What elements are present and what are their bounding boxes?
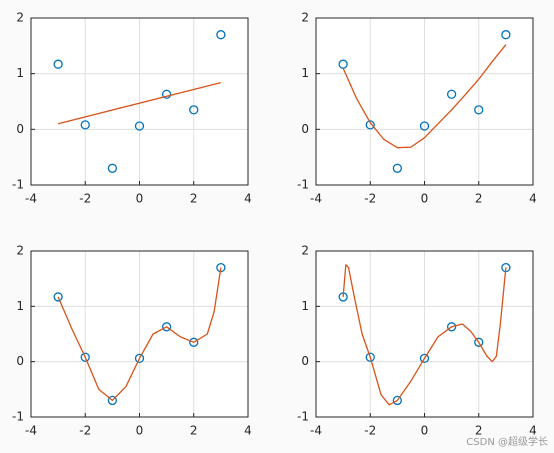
- data-point: [134, 353, 145, 363]
- x-tick-label: -4: [310, 424, 322, 438]
- x-tick-label: 0: [136, 424, 144, 438]
- watermark: CSDN @超级学长: [466, 435, 548, 448]
- data-point: [474, 105, 484, 115]
- y-tick-label: 1: [301, 299, 309, 313]
- x-tick-label: 2: [190, 192, 198, 206]
- axes-box: [30, 250, 249, 418]
- data-point: [107, 163, 118, 173]
- x-tick-label: -2: [364, 424, 376, 438]
- x-tick-label: 4: [529, 192, 537, 206]
- data-point: [107, 395, 118, 406]
- data-point: [161, 322, 172, 332]
- fit-curve: [342, 44, 507, 149]
- y-tick-label: 0: [16, 354, 24, 368]
- data-point: [365, 352, 375, 362]
- x-tick-label: -4: [25, 192, 37, 206]
- y-tick-label: 2: [16, 244, 24, 258]
- axes-box: [315, 250, 534, 418]
- data-point: [474, 337, 484, 347]
- x-tick-label: -2: [364, 192, 376, 206]
- y-tick-label: -1: [12, 410, 24, 424]
- data-point: [392, 395, 403, 406]
- x-tick-label: -4: [25, 424, 37, 438]
- x-tick-label: 0: [136, 192, 144, 206]
- data-point: [53, 292, 63, 302]
- y-tick-label: 2: [301, 244, 309, 258]
- data-point: [419, 353, 430, 363]
- x-tick-label: 0: [421, 424, 429, 438]
- y-tick-label: 1: [16, 299, 24, 313]
- x-tick-label: -4: [310, 192, 322, 206]
- data-point: [392, 163, 403, 173]
- y-tick-label: 0: [301, 122, 309, 136]
- data-point: [189, 105, 199, 115]
- fit-curve: [57, 81, 222, 125]
- y-tick-label: -1: [297, 410, 309, 424]
- axes-box: [315, 17, 534, 186]
- x-tick-label: -2: [79, 192, 91, 206]
- x-tick-label: 2: [190, 424, 198, 438]
- data-point: [134, 121, 145, 131]
- data-point: [53, 59, 63, 69]
- data-point: [216, 30, 226, 40]
- y-tick-label: 0: [16, 122, 24, 136]
- y-tick-label: -1: [297, 178, 309, 192]
- x-tick-label: 4: [244, 424, 252, 438]
- data-point: [365, 120, 375, 130]
- axes-box: [30, 17, 249, 186]
- data-point: [446, 322, 457, 332]
- y-tick-label: 1: [301, 66, 309, 80]
- data-point: [80, 120, 90, 130]
- data-point: [446, 89, 457, 99]
- x-tick-label: 2: [475, 192, 483, 206]
- x-tick-label: 2: [475, 424, 483, 438]
- data-point: [501, 30, 511, 40]
- data-point: [161, 89, 172, 99]
- fit-curve: [342, 264, 507, 406]
- y-tick-label: 1: [16, 66, 24, 80]
- y-tick-label: 2: [301, 11, 309, 25]
- y-tick-label: 2: [16, 11, 24, 25]
- fit-curve: [57, 267, 222, 402]
- x-tick-label: 4: [244, 192, 252, 206]
- data-point: [189, 337, 199, 347]
- data-point: [419, 121, 430, 131]
- data-point: [80, 352, 90, 362]
- x-tick-label: 4: [529, 424, 537, 438]
- y-tick-label: -1: [12, 178, 24, 192]
- x-tick-label: 0: [421, 192, 429, 206]
- y-tick-label: 0: [301, 354, 309, 368]
- x-tick-label: -2: [79, 424, 91, 438]
